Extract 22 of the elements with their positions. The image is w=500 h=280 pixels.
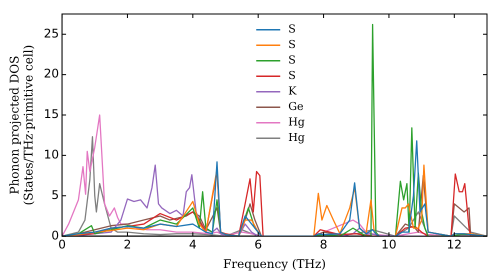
legend-label: S — [288, 22, 296, 36]
legend-label: Ge — [288, 100, 304, 114]
y-tick-label: 5 — [51, 188, 60, 202]
legend-label: K — [288, 84, 298, 98]
y-tick-label: 10 — [44, 148, 60, 162]
y-tick-label: 25 — [44, 26, 60, 40]
y-tick-label: 15 — [44, 107, 60, 122]
x-tick-label: 10 — [381, 238, 397, 252]
legend-label: Hg — [288, 116, 305, 129]
legend-label: S — [288, 69, 296, 82]
x-axis-title: Frequency (THz) — [223, 256, 326, 271]
y-axis-title: Phonon projected DOS (States/THz·primitive cell) — [7, 44, 36, 206]
x-tick-label: 4 — [188, 238, 197, 252]
y-tick-label: 20 — [44, 66, 60, 81]
legend-label: S — [288, 38, 296, 52]
x-tick-label: 8 — [320, 238, 328, 252]
legend-label: Hg — [288, 131, 305, 144]
x-tick-label: 12 — [446, 238, 462, 252]
x-tick-label: 2 — [124, 238, 132, 252]
y-tick-label: 0 — [51, 228, 60, 242]
x-tick-label: 6 — [254, 238, 262, 252]
legend-label: S — [288, 54, 296, 67]
